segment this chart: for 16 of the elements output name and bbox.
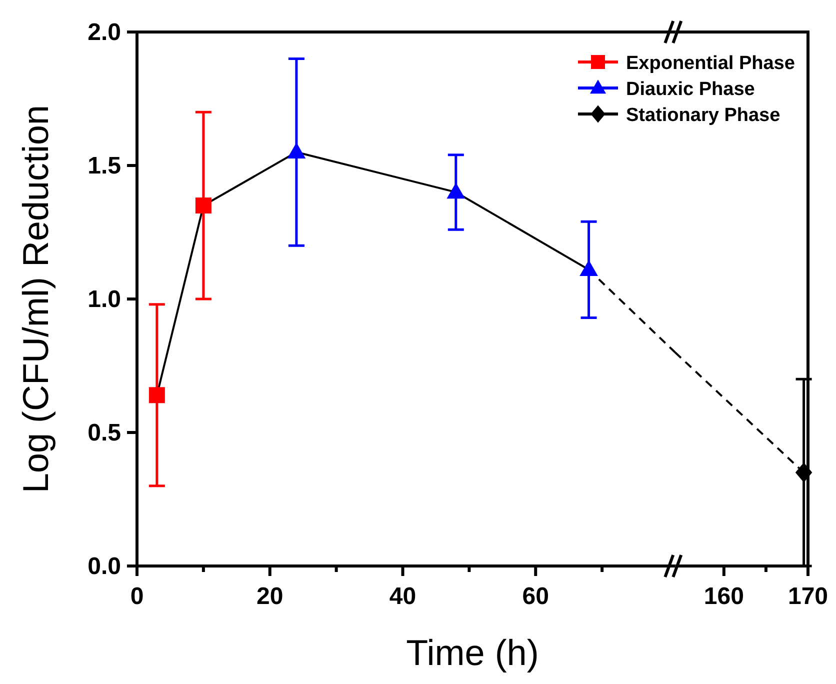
x-tick-label: 170 xyxy=(788,583,828,610)
x-tick-label: 40 xyxy=(389,583,416,610)
x-tick-label: 60 xyxy=(522,583,549,610)
y-tick-label: 2.0 xyxy=(88,19,121,46)
y-axis-title: Log (CFU/ml) Reduction xyxy=(15,104,56,494)
x-tick-label: 0 xyxy=(130,583,144,610)
x-tick-label: 160 xyxy=(704,583,744,610)
x-axis-title: Time (h) xyxy=(406,632,539,673)
legend-label: Stationary Phase xyxy=(626,105,780,126)
legend-label: Diauxic Phase xyxy=(626,79,755,100)
y-tick-label: 1.5 xyxy=(88,152,121,180)
y-tick-label: 0.5 xyxy=(88,420,121,446)
y-tick-label: 0.0 xyxy=(88,553,121,580)
x-tick-label: 20 xyxy=(256,583,284,610)
legend-label: Exponential Phase xyxy=(626,53,795,74)
y-tick-label: 1.0 xyxy=(88,286,121,313)
